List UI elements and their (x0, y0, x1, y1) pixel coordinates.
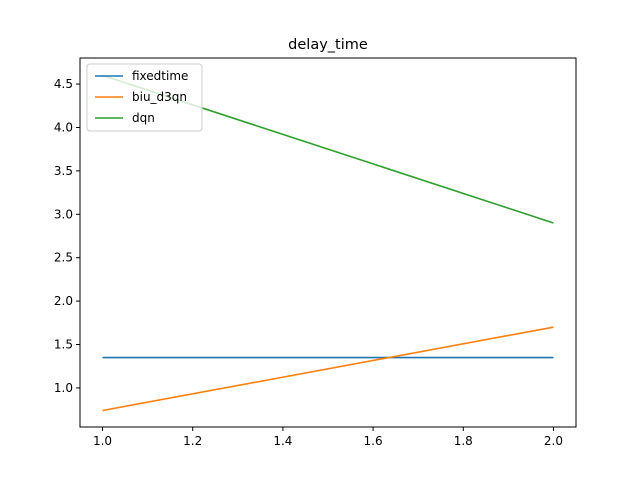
y-tick-label: 4.0 (54, 120, 73, 134)
x-tick-label: 1.4 (273, 434, 292, 448)
y-tick-label: 1.5 (54, 338, 73, 352)
x-tick-label: 1.6 (364, 434, 383, 448)
chart-title: delay_time (288, 37, 368, 53)
legend-label-fixedtime: fixedtime (132, 69, 188, 83)
y-tick-label: 2.0 (54, 294, 73, 308)
y-tick-label: 4.5 (54, 77, 73, 91)
y-tick-label: 1.0 (54, 381, 73, 395)
y-tick-label: 2.5 (54, 251, 73, 265)
y-tick-label: 3.0 (54, 207, 73, 221)
x-tick-label: 1.0 (93, 434, 112, 448)
x-tick-label: 2.0 (544, 434, 563, 448)
y-tick-label: 3.5 (54, 164, 73, 178)
legend-label-biu_d3qn: biu_d3qn (132, 90, 187, 104)
legend-label-dqn: dqn (132, 111, 155, 125)
x-tick-label: 1.8 (454, 434, 473, 448)
x-tick-label: 1.2 (183, 434, 202, 448)
